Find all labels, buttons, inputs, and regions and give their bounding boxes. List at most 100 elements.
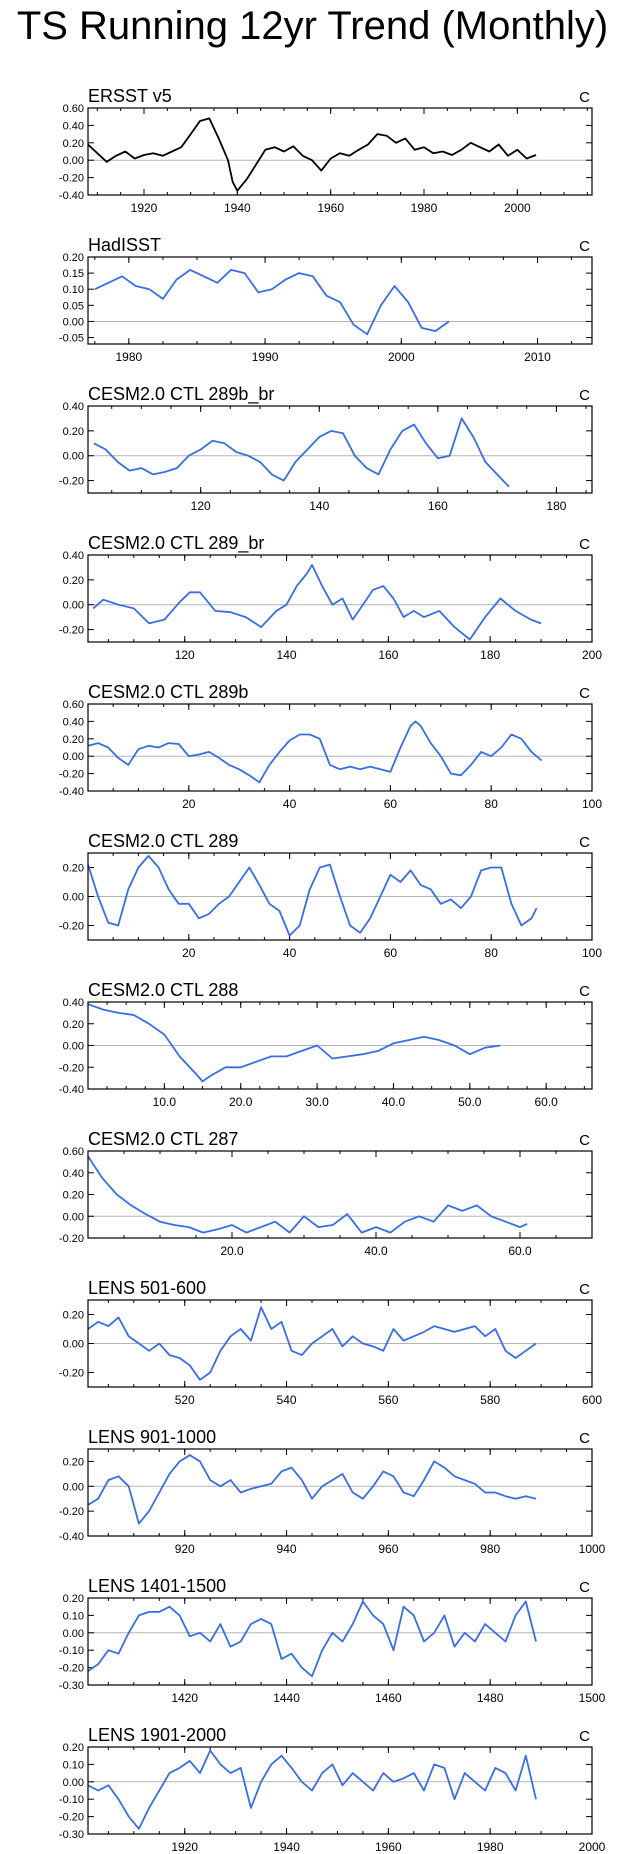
y-tick-label: 0.00 — [63, 751, 84, 763]
chart-panel-3: CESM2.0 CTL 289b_br C -0.20 0.00 0.20 0.40 120… — [59, 384, 593, 513]
x-tick-label: 140 — [277, 648, 297, 662]
panel-units: C — [579, 1579, 590, 1596]
series-line — [87, 1306, 537, 1381]
panel-units: C — [579, 89, 590, 106]
x-tick-label: 40 — [283, 946, 297, 960]
x-tick-label: 180 — [480, 648, 500, 662]
chart-panel-2: HadISST C -0.05 0.00 0.05 0.10 0.15 0.20 1980 199… — [59, 235, 593, 364]
panel-title: LENS 1401-1500 — [88, 1576, 226, 1596]
x-tick-label: 20 — [182, 797, 196, 811]
x-tick-label: 200 — [582, 648, 602, 662]
x-tick-label: 940 — [277, 1542, 297, 1556]
y-tick-label: -0.30 — [59, 1680, 84, 1692]
series-line — [87, 1749, 537, 1830]
x-tick-label: 100 — [582, 946, 602, 960]
y-tick-label: -0.05 — [59, 333, 84, 345]
panel-title: ERSST v5 — [88, 86, 172, 106]
x-tick-label: 580 — [480, 1393, 500, 1407]
y-tick-label: 0.20 — [63, 1742, 84, 1754]
y-tick-label: -0.20 — [59, 1663, 84, 1675]
y-tick-label: 0.10 — [63, 1759, 84, 1771]
chart-panel-5: CESM2.0 CTL 289b C -0.40 -0.20 0.00 0.20 0.40 0… — [59, 682, 602, 811]
chart-panel-1: ERSST v5 C -0.40 -0.20 0.00 0.20 0.40 0.60 1920 1… — [59, 86, 593, 215]
x-tick-label: 1460 — [375, 1691, 402, 1705]
y-tick-label: 0.00 — [63, 1777, 84, 1789]
panel-title: CESM2.0 CTL 288 — [88, 980, 238, 1000]
x-tick-label: 60 — [384, 946, 398, 960]
plot-frame — [87, 1001, 593, 1090]
panel-units: C — [579, 983, 590, 1000]
x-tick-label: 560 — [378, 1393, 398, 1407]
x-tick-label: 1990 — [252, 350, 279, 364]
panel-title: LENS 501-600 — [88, 1278, 206, 1298]
x-tick-label: 120 — [175, 648, 195, 662]
plot-frame — [87, 1746, 593, 1835]
y-tick-label: -0.20 — [59, 476, 84, 488]
x-tick-label: 520 — [175, 1393, 195, 1407]
y-tick-label: 0.00 — [63, 1339, 84, 1351]
x-tick-label: 2000 — [388, 350, 415, 364]
panel-units: C — [579, 536, 590, 553]
x-tick-label: 1940 — [273, 1840, 300, 1854]
plot-frame — [87, 703, 593, 792]
x-tick-label: 50.0 — [458, 1095, 482, 1109]
x-tick-label: 30.0 — [305, 1095, 329, 1109]
y-tick-label: 0.05 — [63, 300, 84, 312]
y-tick-label: 0.20 — [63, 863, 84, 875]
series-line — [87, 1600, 537, 1678]
y-tick-label: 0.00 — [63, 155, 84, 167]
x-tick-label: 1420 — [171, 1691, 198, 1705]
y-tick-label: -0.20 — [59, 1812, 84, 1824]
y-tick-label: -0.40 — [59, 1531, 84, 1543]
panel-title: CESM2.0 CTL 289_br — [88, 533, 264, 554]
y-tick-label: 0.60 — [63, 699, 84, 711]
x-tick-label: 540 — [277, 1393, 297, 1407]
x-tick-label: 40 — [283, 797, 297, 811]
y-tick-label: 0.00 — [63, 316, 84, 328]
chart-panel-6: CESM2.0 CTL 289 C -0.20 0.00 0.20 20 40 60 80 100 — [59, 831, 602, 960]
y-tick-label: 0.20 — [63, 426, 84, 438]
y-tick-label: 0.60 — [63, 1146, 84, 1158]
x-tick-label: 60.0 — [508, 1244, 532, 1258]
y-tick-label: 0.00 — [63, 600, 84, 612]
panel-units: C — [579, 834, 590, 851]
chart-panel-8: CESM2.0 CTL 287 C -0.20 0.00 0.20 0.40 0.60 20.… — [59, 1129, 593, 1258]
x-tick-label: 60 — [384, 797, 398, 811]
plot-frame — [87, 554, 593, 643]
x-tick-label: 1940 — [224, 201, 251, 215]
plot-frame — [87, 256, 593, 345]
y-tick-label: -0.20 — [59, 625, 84, 637]
y-tick-label: 0.20 — [63, 1310, 84, 1322]
y-tick-label: -0.10 — [59, 1794, 84, 1806]
y-tick-label: -0.20 — [59, 769, 84, 781]
panel-title: CESM2.0 CTL 289b — [88, 682, 248, 702]
y-tick-label: 0.20 — [63, 575, 84, 587]
plot-frame — [87, 405, 593, 494]
series-line — [92, 564, 542, 641]
series-line — [93, 417, 510, 488]
x-tick-label: 180 — [546, 499, 566, 513]
chart-panel-7: CESM2.0 CTL 288 C -0.40 -0.20 0.00 0.20 0.40 10… — [59, 980, 593, 1109]
y-tick-label: 0.20 — [63, 1019, 84, 1031]
x-tick-label: 120 — [191, 499, 211, 513]
y-tick-label: 0.00 — [63, 892, 84, 904]
y-tick-label: 0.40 — [63, 120, 84, 132]
y-tick-label: -0.20 — [59, 1233, 84, 1245]
series-line — [87, 1003, 501, 1083]
y-tick-label: 0.40 — [63, 401, 84, 413]
panel-units: C — [579, 685, 590, 702]
panel-units: C — [579, 1281, 590, 1298]
x-tick-label: 1440 — [273, 1691, 300, 1705]
y-tick-label: -0.40 — [59, 786, 84, 798]
panel-title: HadISST — [88, 235, 161, 255]
x-tick-label: 160 — [428, 499, 448, 513]
y-tick-label: -0.20 — [59, 1062, 84, 1074]
y-tick-label: -0.40 — [59, 1084, 84, 1096]
x-tick-label: 960 — [378, 1542, 398, 1556]
x-tick-label: 600 — [582, 1393, 602, 1407]
y-tick-label: 0.15 — [63, 268, 84, 280]
plot-frame — [87, 1597, 593, 1686]
y-tick-label: 0.40 — [63, 716, 84, 728]
panel-title: CESM2.0 CTL 289 — [88, 831, 238, 851]
x-tick-label: 1920 — [171, 1840, 198, 1854]
